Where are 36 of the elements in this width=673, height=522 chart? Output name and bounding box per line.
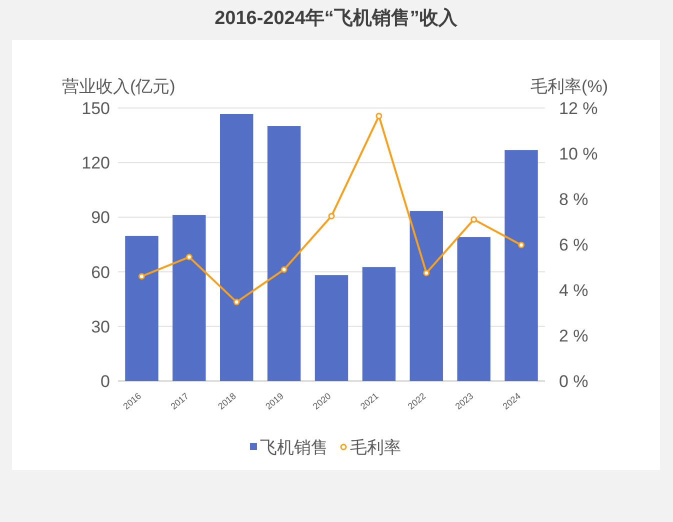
y2-tick-label: 8 % (559, 190, 588, 209)
y-tick-label: 150 (82, 99, 110, 118)
point (518, 242, 525, 248)
point (470, 216, 478, 223)
chart-title: 2016-2024年“飞机销售”收入 (214, 7, 458, 29)
y2-tick-label: 4 % (559, 281, 588, 300)
y-tick-label: 0 (100, 372, 110, 391)
bar (125, 236, 158, 381)
y2-tick-label: 2 % (559, 326, 588, 346)
y-tick-label: 60 (91, 262, 110, 282)
y-tick-label: 90 (91, 208, 110, 228)
y2-tick-label: 6 % (559, 236, 588, 254)
y2-tick-label: 0 % (559, 372, 588, 391)
legend-label: 飞机销售 (260, 438, 328, 457)
point (423, 270, 430, 276)
bar (314, 275, 348, 381)
bar (457, 237, 490, 381)
point (280, 266, 288, 273)
point (328, 212, 335, 220)
point (233, 298, 240, 306)
y-tick-label: 30 (91, 317, 110, 336)
point (138, 273, 145, 280)
point (376, 112, 382, 120)
point (186, 254, 192, 260)
bar (267, 126, 301, 381)
bar (362, 267, 396, 381)
bar (410, 211, 443, 381)
legend-label: 毛利率 (350, 438, 401, 457)
bar (172, 215, 206, 381)
bar (220, 114, 254, 381)
y-axis-title: 营业收入(亿元) (62, 77, 176, 96)
y-tick-label: 120 (82, 154, 110, 173)
y2-axis-title: 毛利率(%) (530, 77, 608, 96)
y2-tick-label: 10 % (559, 144, 598, 164)
y2-tick-label: 12 % (559, 99, 598, 118)
bar (504, 150, 538, 381)
